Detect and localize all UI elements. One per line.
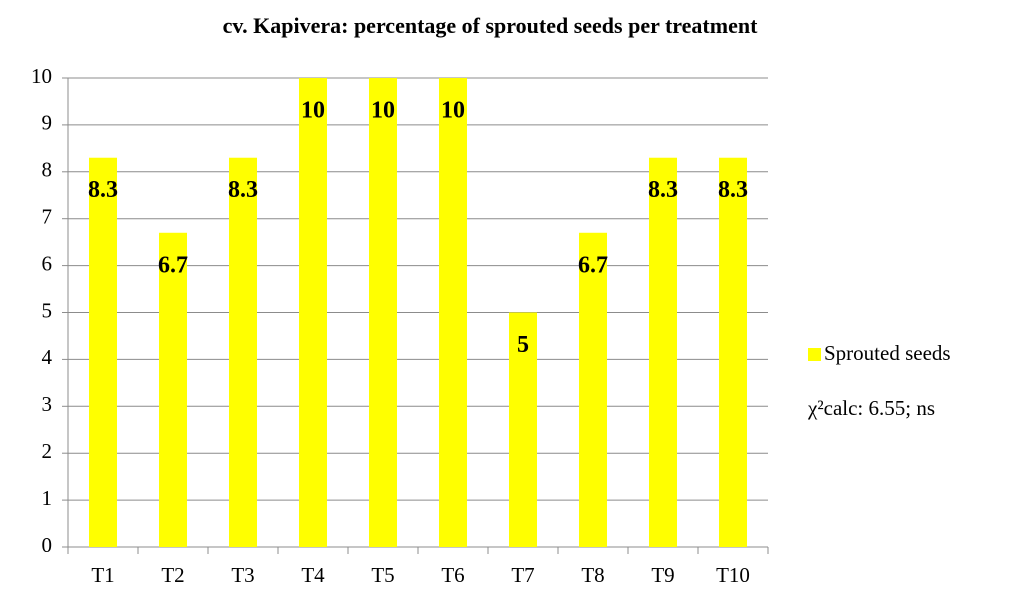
x-tick-label: T9 bbox=[651, 563, 674, 587]
y-tick-label: 3 bbox=[42, 392, 53, 416]
x-tick-label: T8 bbox=[581, 563, 604, 587]
data-label: 10 bbox=[371, 98, 395, 124]
x-tick-label: T10 bbox=[716, 563, 750, 587]
legend-swatch bbox=[808, 348, 821, 361]
bar bbox=[439, 78, 467, 547]
x-tick-label: T2 bbox=[161, 563, 184, 587]
bar bbox=[509, 312, 537, 547]
y-tick-label: 7 bbox=[42, 205, 53, 229]
data-label: 6.7 bbox=[578, 252, 608, 278]
bar bbox=[89, 157, 117, 548]
bar bbox=[719, 157, 747, 548]
x-tick-label: T6 bbox=[441, 563, 464, 587]
data-label: 10 bbox=[441, 98, 465, 124]
bar bbox=[159, 232, 187, 547]
data-label: 8.3 bbox=[88, 177, 118, 203]
bar bbox=[369, 78, 397, 547]
y-tick-label: 8 bbox=[42, 158, 53, 182]
y-tick-label: 6 bbox=[42, 251, 53, 275]
data-label: 5 bbox=[517, 332, 529, 358]
y-tick-label: 4 bbox=[42, 345, 53, 369]
annotation: χ²calc: 6.55; ns bbox=[807, 396, 935, 420]
x-tick-label: T7 bbox=[511, 563, 534, 587]
y-tick-label: 5 bbox=[42, 298, 53, 322]
y-tick-label: 2 bbox=[42, 439, 53, 463]
y-tick-label: 1 bbox=[42, 486, 53, 510]
x-tick-label: T5 bbox=[371, 563, 394, 587]
x-tick-label: T1 bbox=[91, 563, 114, 587]
data-label: 8.3 bbox=[718, 177, 748, 203]
data-label: 10 bbox=[301, 98, 325, 124]
legend-label: Sprouted seeds bbox=[824, 341, 951, 365]
data-label: 8.3 bbox=[648, 177, 678, 203]
y-tick-label: 10 bbox=[31, 64, 52, 88]
y-tick-label: 0 bbox=[42, 533, 53, 557]
bar bbox=[579, 232, 607, 547]
bar bbox=[229, 157, 257, 548]
data-label: 8.3 bbox=[228, 177, 258, 203]
bar bbox=[299, 78, 327, 547]
data-label: 6.7 bbox=[158, 252, 188, 278]
x-tick-label: T4 bbox=[301, 563, 325, 587]
bar bbox=[649, 157, 677, 548]
x-tick-label: T3 bbox=[231, 563, 254, 587]
chart-title: cv. Kapivera: percentage of sprouted see… bbox=[223, 13, 759, 38]
y-tick-label: 9 bbox=[42, 111, 53, 135]
